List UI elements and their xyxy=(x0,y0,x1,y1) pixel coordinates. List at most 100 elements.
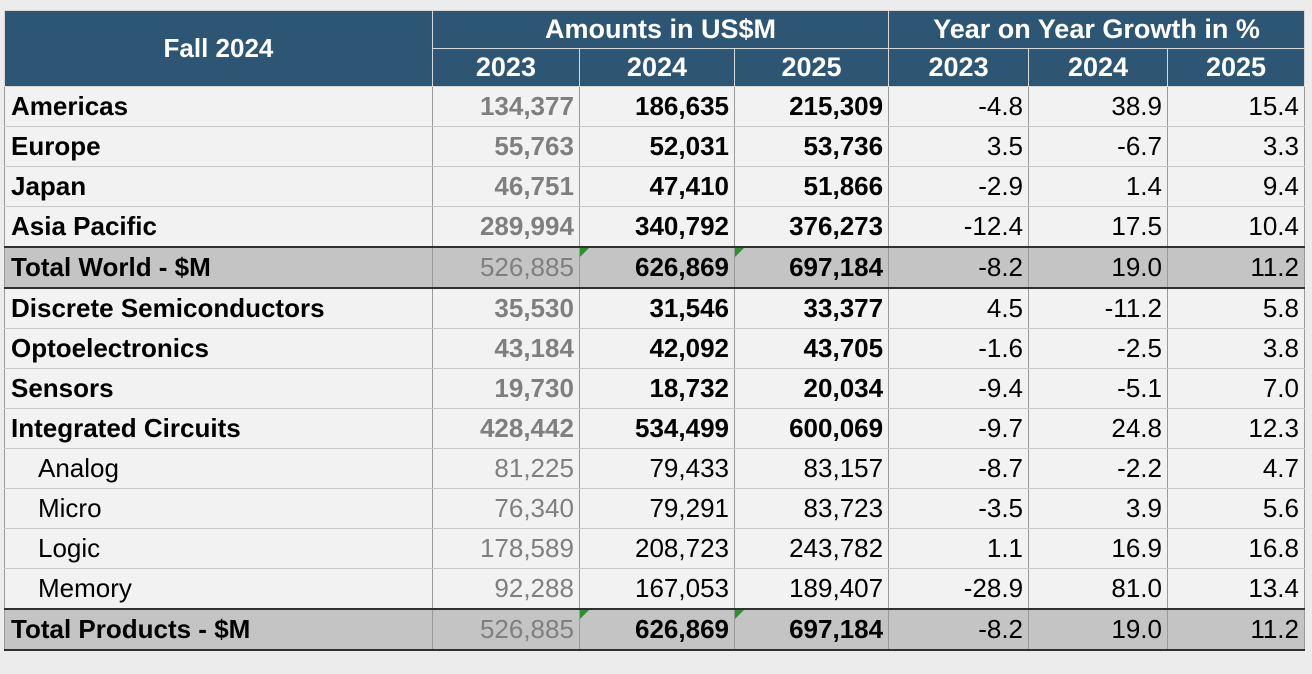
growth-cell-2023: 3.5 xyxy=(888,126,1030,167)
amount-cell-2025: 215,309 xyxy=(733,86,890,127)
growth-cell-2023: -28.9 xyxy=(888,568,1030,610)
group-header-growth: Year on Year Growth in % xyxy=(888,10,1305,49)
growth-cell-2024: -2.5 xyxy=(1028,328,1168,369)
growth-cell-2024: 17.5 xyxy=(1028,206,1168,248)
row-label: Europe xyxy=(4,126,433,167)
growth-cell-2024: 3.9 xyxy=(1028,488,1168,529)
amount-cell-2023: 81,225 xyxy=(431,448,580,489)
amount-cell-2023: 92,288 xyxy=(431,568,580,610)
amount-cell-2025: 43,705 xyxy=(733,328,890,369)
row-label: Analog xyxy=(4,448,433,489)
year-header-amounts-2024: 2024 xyxy=(578,48,736,87)
amount-cell-2025: 243,782 xyxy=(733,528,890,569)
growth-cell-2025: 5.8 xyxy=(1166,287,1306,329)
amount-cell-2024: 18,732 xyxy=(578,368,736,409)
corner-label: Fall 2024 xyxy=(4,10,433,87)
growth-cell-2023: -4.8 xyxy=(888,86,1030,127)
growth-cell-2025: 16.8 xyxy=(1166,528,1306,569)
growth-cell-2025: 11.2 xyxy=(1166,246,1306,289)
growth-cell-2023: -8.2 xyxy=(888,608,1030,651)
header-year-row: 2023 2024 2025 2023 2024 2025 xyxy=(5,48,1306,87)
growth-cell-2025: 5.6 xyxy=(1166,488,1306,529)
amount-cell-2025: 51,866 xyxy=(733,166,890,207)
growth-cell-2024: -11.2 xyxy=(1028,287,1168,329)
amount-cell-2023: 526,885 xyxy=(431,608,580,651)
amount-cell-2025: 20,034 xyxy=(733,368,890,409)
amount-cell-2024: 79,433 xyxy=(578,448,736,489)
table-body: Americas 134,377 186,635 215,309 -4.8 38.9 15.… xyxy=(4,86,1306,651)
amount-cell-2023: 178,589 xyxy=(431,528,580,569)
amount-cell-2024: 31,546 xyxy=(578,287,736,329)
amount-cell-2024: 42,092 xyxy=(578,328,736,369)
row-label: Americas xyxy=(4,86,433,127)
growth-cell-2023: -12.4 xyxy=(888,206,1030,248)
row-label: Micro xyxy=(4,488,433,529)
table-row: Total Products - $M 526,885 626,869 697,184… xyxy=(4,608,1306,651)
growth-cell-2023: 1.1 xyxy=(888,528,1030,569)
amount-cell-2024: 626,869 xyxy=(578,608,736,651)
table-row: Americas 134,377 186,635 215,309 -4.8 38.9 15.… xyxy=(4,86,1306,127)
row-label: Asia Pacific xyxy=(4,206,433,248)
amount-cell-2025: 53,736 xyxy=(733,126,890,167)
growth-cell-2024: -2.2 xyxy=(1028,448,1168,489)
row-label: Memory xyxy=(4,568,433,610)
semiconductor-forecast-table-container: Fall 2024 Amounts in US$M Year on Year G… xyxy=(4,10,1308,651)
growth-cell-2024: 24.8 xyxy=(1028,408,1168,449)
amount-cell-2024: 626,869 xyxy=(578,246,736,289)
growth-cell-2024: 16.9 xyxy=(1028,528,1168,569)
table-row: Micro 76,340 79,291 83,723 -3.5 3.9 5.6 xyxy=(4,488,1306,529)
year-header-growth-2024: 2024 xyxy=(1028,48,1168,87)
row-label: Total Products - $M xyxy=(4,608,433,651)
growth-cell-2023: -9.4 xyxy=(888,368,1030,409)
row-label: Integrated Circuits xyxy=(4,408,433,449)
growth-cell-2023: -2.9 xyxy=(888,166,1030,207)
growth-cell-2025: 13.4 xyxy=(1166,568,1306,610)
amount-cell-2023: 76,340 xyxy=(431,488,580,529)
growth-cell-2025: 11.2 xyxy=(1166,608,1306,651)
growth-cell-2024: 1.4 xyxy=(1028,166,1168,207)
amount-cell-2025: 189,407 xyxy=(733,568,890,610)
table-row: Japan 46,751 47,410 51,866 -2.9 1.4 9.4 xyxy=(4,166,1306,207)
amount-cell-2025: 83,157 xyxy=(733,448,890,489)
amount-cell-2024: 340,792 xyxy=(578,206,736,248)
growth-cell-2025: 7.0 xyxy=(1166,368,1306,409)
amount-cell-2023: 526,885 xyxy=(431,246,580,289)
year-header-amounts-2023: 2023 xyxy=(431,48,580,87)
growth-cell-2024: 81.0 xyxy=(1028,568,1168,610)
table-row: Asia Pacific 289,994 340,792 376,273 -12.4 17… xyxy=(4,206,1306,248)
amount-cell-2024: 47,410 xyxy=(578,166,736,207)
growth-cell-2024: 19.0 xyxy=(1028,246,1168,289)
amount-cell-2023: 55,763 xyxy=(431,126,580,167)
amount-cell-2024: 534,499 xyxy=(578,408,736,449)
table-row: Sensors 19,730 18,732 20,034 -9.4 -5.1 7.0 xyxy=(4,368,1306,409)
growth-cell-2025: 3.3 xyxy=(1166,126,1306,167)
amount-cell-2024: 167,053 xyxy=(578,568,736,610)
amount-cell-2023: 289,994 xyxy=(431,206,580,248)
row-label: Discrete Semiconductors xyxy=(4,287,433,329)
table-row: Total World - $M 526,885 626,869 697,184 -8.… xyxy=(4,246,1306,289)
growth-cell-2025: 12.3 xyxy=(1166,408,1306,449)
header-group-row: Fall 2024 Amounts in US$M Year on Year G… xyxy=(4,10,1305,87)
amount-cell-2023: 43,184 xyxy=(431,328,580,369)
table-row: Logic 178,589 208,723 243,782 1.1 16.9 16.8 xyxy=(4,528,1306,569)
amount-cell-2023: 46,751 xyxy=(431,166,580,207)
growth-cell-2025: 15.4 xyxy=(1166,86,1306,127)
table-row: Europe 55,763 52,031 53,736 3.5 -6.7 3.3 xyxy=(4,126,1306,167)
growth-cell-2025: 10.4 xyxy=(1166,206,1306,248)
amount-cell-2024: 52,031 xyxy=(578,126,736,167)
growth-cell-2024: 38.9 xyxy=(1028,86,1168,127)
growth-cell-2025: 9.4 xyxy=(1166,166,1306,207)
growth-cell-2023: -9.7 xyxy=(888,408,1030,449)
group-header-amounts: Amounts in US$M xyxy=(431,10,890,49)
year-header-growth-2025: 2025 xyxy=(1166,48,1306,87)
growth-cell-2023: 4.5 xyxy=(888,287,1030,329)
amount-cell-2024: 186,635 xyxy=(578,86,736,127)
year-header-growth-2023: 2023 xyxy=(888,48,1030,87)
row-label: Total World - $M xyxy=(4,246,433,289)
amount-cell-2025: 376,273 xyxy=(733,206,890,248)
growth-cell-2023: -8.2 xyxy=(888,246,1030,289)
table-row: Optoelectronics 43,184 42,092 43,705 -1.6 -2.… xyxy=(4,328,1306,369)
row-label: Sensors xyxy=(4,368,433,409)
amount-cell-2023: 19,730 xyxy=(431,368,580,409)
row-label: Japan xyxy=(4,166,433,207)
